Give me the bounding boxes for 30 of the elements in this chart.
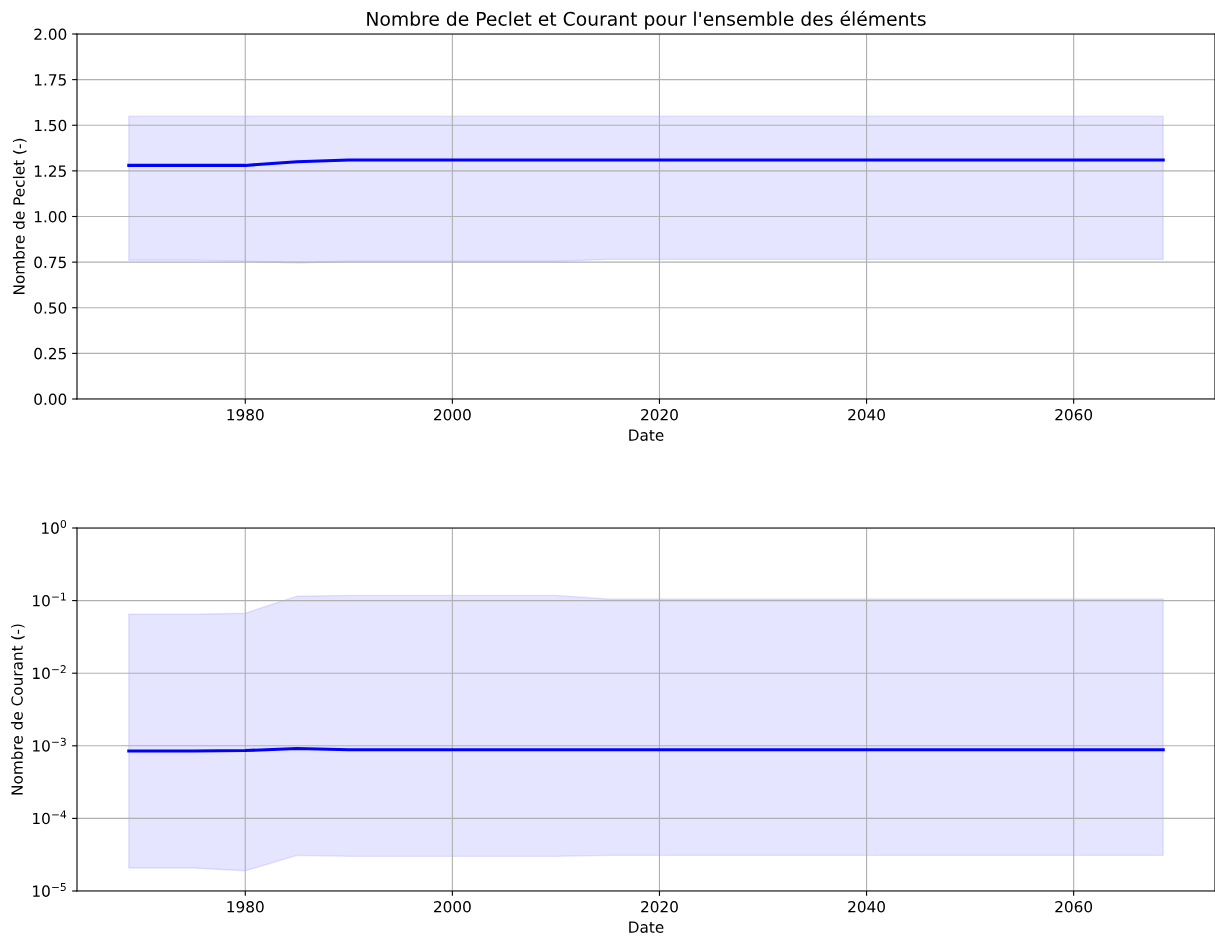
y-tick-label: 2.00 <box>34 28 67 41</box>
y-tick-label: 1.50 <box>34 119 67 132</box>
x-tick-label: 2000 <box>434 408 471 421</box>
y-tick-label: 0.25 <box>34 347 66 360</box>
x-tick-label: 2020 <box>641 900 678 913</box>
y-tick-label: 10$^{−4}$ <box>33 810 67 825</box>
y-tick-label: 1.00 <box>34 210 67 223</box>
y-axis-title: Nombre de Peclet (-) <box>12 138 27 294</box>
y-tick-label: 0.50 <box>34 302 67 314</box>
x-axis-title: Date <box>629 429 664 441</box>
y-tick-label: 0.00 <box>34 393 67 406</box>
x-tick-label: 2040 <box>848 408 885 421</box>
y-tick-label: 1.75 <box>34 74 66 86</box>
y-axis-title: Nombre de Courant (-) <box>11 624 25 795</box>
y-tick-label: 0.75 <box>34 256 66 269</box>
x-tick-label: 2000 <box>434 900 471 913</box>
y-tick-label: 10$^{−3}$ <box>33 737 66 752</box>
y-tick-label: 10$^{−1}$ <box>33 592 66 607</box>
x-tick-label: 2060 <box>1055 408 1093 421</box>
x-tick-label: 2060 <box>1055 900 1093 913</box>
chart-title: Nombre de Peclet et Courant pour l'ensemble des éléments <box>367 10 926 30</box>
x-tick-label: 1980 <box>227 408 264 421</box>
y-tick-label: 10$^{−2}$ <box>33 665 66 680</box>
x-axis-title: Date <box>629 921 664 933</box>
x-tick-label: 2020 <box>641 408 678 421</box>
y-tick-label: 1.25 <box>34 165 66 177</box>
x-tick-label: 1980 <box>227 900 264 913</box>
x-tick-label: 2040 <box>848 900 885 913</box>
y-tick-label: 10$^{0}$ <box>42 519 67 534</box>
y-tick-label: 10$^{−5}$ <box>33 883 66 897</box>
